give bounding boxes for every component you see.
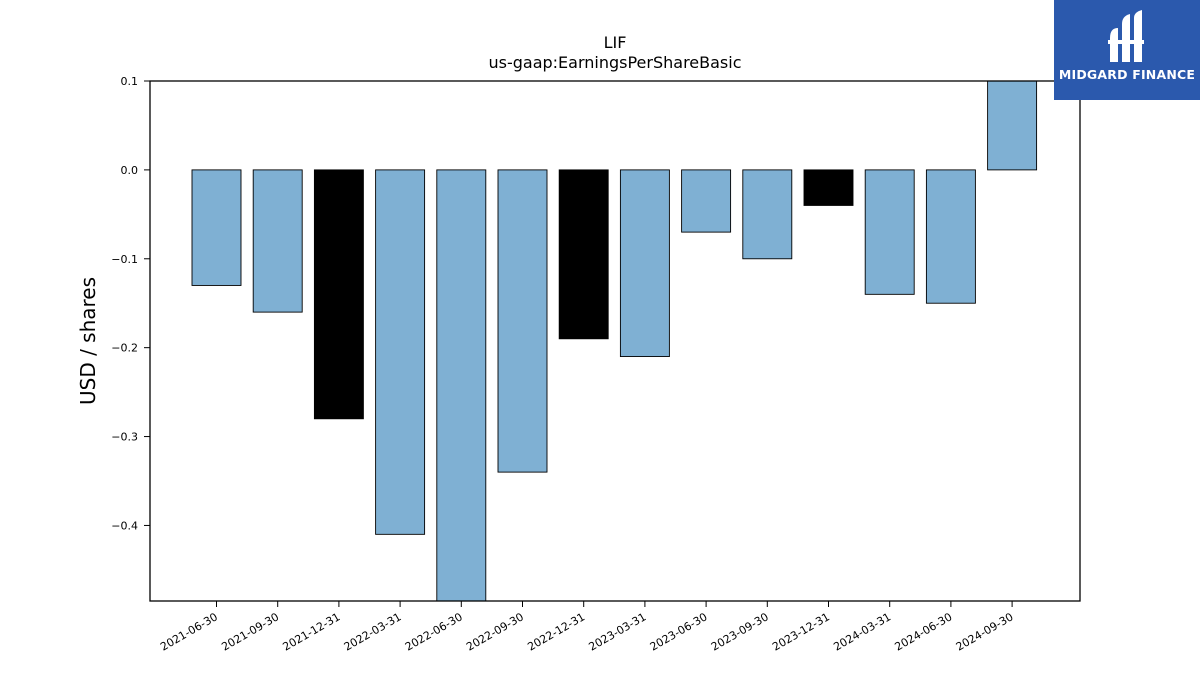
bar-2022-12-31: [558, 169, 609, 340]
midgard-logo-icon: [1108, 10, 1144, 62]
bar-2023-03-31: [619, 169, 670, 358]
x-tick-label: 2023-06-30: [648, 610, 710, 653]
x-tick-label: 2022-12-31: [525, 610, 587, 653]
bar-2023-06-30: [681, 169, 732, 233]
y-tick-label: −0.4: [111, 519, 138, 532]
bar-2023-12-31: [803, 169, 854, 206]
midgard-finance-logo: MIDGARD FINANCE: [1054, 0, 1200, 100]
bar-2022-03-31: [375, 169, 426, 535]
bar-2024-06-30: [925, 169, 976, 304]
y-tick-label: −0.3: [111, 431, 138, 444]
y-axis-label: USD / shares: [76, 277, 100, 405]
y-tick-label: −0.1: [111, 253, 138, 266]
bar-2024-09-30: [987, 80, 1038, 171]
bar-2021-06-30: [191, 169, 242, 286]
bar-2021-12-31: [313, 169, 364, 420]
x-tick-label: 2021-06-30: [158, 610, 220, 653]
x-tick-label: 2021-12-31: [281, 610, 343, 653]
bar-2024-03-31: [864, 169, 915, 295]
y-tick-label: 0.1: [121, 75, 139, 88]
y-ticks-group: 0.1 0.0 −0.1 −0.2 −0.3 −0.4: [111, 75, 150, 532]
bar-2022-09-30: [497, 169, 548, 473]
x-tick-label: 2024-03-31: [831, 610, 893, 653]
x-tick-label: 2022-03-31: [342, 610, 404, 653]
x-tick-label: 2024-06-30: [893, 610, 955, 653]
plot-frame: [149, 80, 1081, 602]
x-tick-label: 2021-09-30: [219, 610, 281, 653]
x-ticks-group: 2021-06-30 2021-09-30 2021-12-31 2022-03-31…: [158, 601, 1016, 654]
chart-subtitle: us-gaap:EarningsPerShareBasic: [488, 53, 741, 72]
y-tick-label: 0.0: [121, 164, 139, 177]
bar-2022-06-30: [436, 169, 487, 602]
x-tick-label: 2023-12-31: [770, 610, 832, 653]
logo-text: MIDGARD FINANCE: [1058, 67, 1196, 82]
bars-group: [191, 80, 1038, 602]
x-tick-label: 2022-06-30: [403, 610, 465, 653]
bar-2021-09-30: [252, 169, 303, 313]
y-tick-label: −0.2: [111, 342, 138, 355]
bar-2023-09-30: [742, 169, 793, 260]
x-tick-label: 2024-09-30: [954, 610, 1016, 653]
x-tick-label: 2023-09-30: [709, 610, 771, 653]
chart-title: LIF: [604, 33, 627, 52]
x-tick-label: 2023-03-31: [587, 610, 649, 653]
x-tick-label: 2022-09-30: [464, 610, 526, 653]
